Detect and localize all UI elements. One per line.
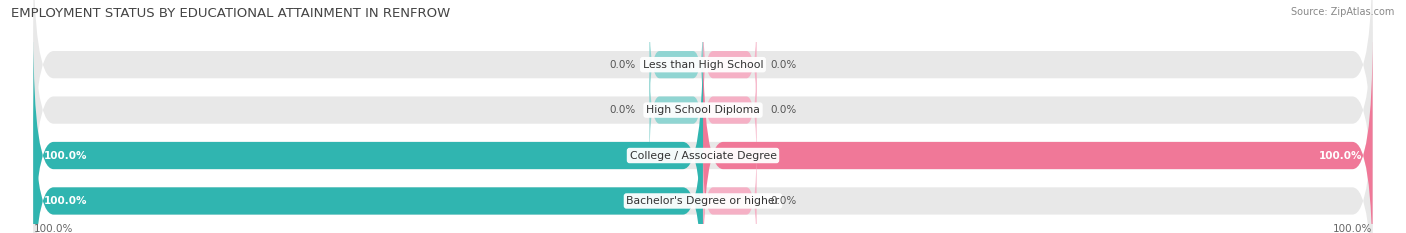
Text: 100.0%: 100.0%: [34, 224, 73, 233]
FancyBboxPatch shape: [34, 0, 1372, 187]
FancyBboxPatch shape: [703, 147, 756, 233]
FancyBboxPatch shape: [703, 10, 756, 119]
Text: 0.0%: 0.0%: [770, 196, 796, 206]
FancyBboxPatch shape: [650, 55, 703, 164]
Text: High School Diploma: High School Diploma: [647, 105, 759, 115]
Text: Source: ZipAtlas.com: Source: ZipAtlas.com: [1291, 7, 1395, 17]
FancyBboxPatch shape: [34, 33, 703, 233]
FancyBboxPatch shape: [703, 33, 1372, 233]
FancyBboxPatch shape: [34, 78, 1372, 233]
Text: 100.0%: 100.0%: [44, 151, 87, 161]
FancyBboxPatch shape: [650, 10, 703, 119]
Text: Less than High School: Less than High School: [643, 60, 763, 70]
Text: EMPLOYMENT STATUS BY EDUCATIONAL ATTAINMENT IN RENFROW: EMPLOYMENT STATUS BY EDUCATIONAL ATTAINM…: [11, 7, 450, 20]
FancyBboxPatch shape: [703, 55, 756, 164]
Text: 100.0%: 100.0%: [44, 196, 87, 206]
Text: 0.0%: 0.0%: [610, 105, 636, 115]
FancyBboxPatch shape: [34, 0, 1372, 233]
Text: Bachelor's Degree or higher: Bachelor's Degree or higher: [627, 196, 779, 206]
Text: College / Associate Degree: College / Associate Degree: [630, 151, 776, 161]
Text: 0.0%: 0.0%: [770, 60, 796, 70]
Text: 100.0%: 100.0%: [1319, 151, 1362, 161]
FancyBboxPatch shape: [34, 78, 703, 233]
Text: 0.0%: 0.0%: [770, 105, 796, 115]
Text: 0.0%: 0.0%: [610, 60, 636, 70]
FancyBboxPatch shape: [34, 33, 1372, 233]
Text: 100.0%: 100.0%: [1333, 224, 1372, 233]
